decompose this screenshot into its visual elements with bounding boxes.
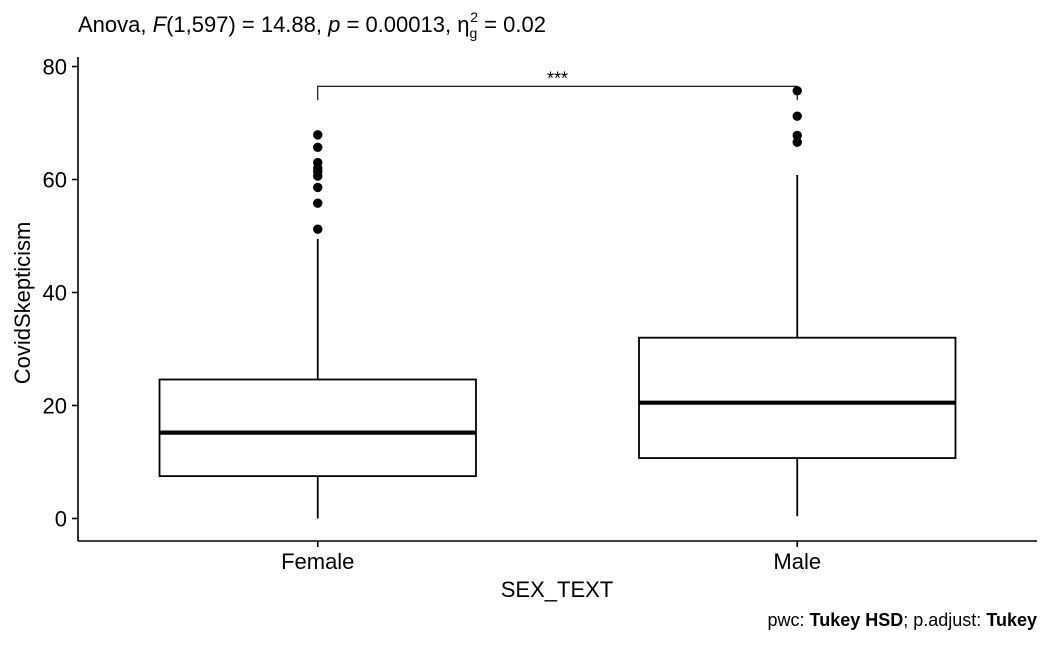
caption-pwc-label: pwc: [767, 610, 810, 630]
box-female [158, 130, 477, 519]
box-male [638, 86, 957, 517]
y-axis-ticks: 0 20 40 60 80 Female Male [43, 55, 822, 575]
comparison-bracket: *** [317, 68, 798, 101]
caption-adjust-method: Tukey [986, 610, 1037, 630]
y-tick-label: 20 [43, 394, 67, 419]
x-axis-title: SEX_TEXT [501, 577, 613, 602]
outlier-point [313, 142, 323, 152]
title-p-value: = 0.00013, [340, 12, 458, 37]
x-tick-label: Female [281, 549, 354, 574]
outlier-point [313, 130, 323, 140]
y-tick-label: 40 [43, 281, 67, 306]
y-tick-label: 80 [43, 55, 67, 80]
significance-label: *** [547, 68, 568, 88]
caption-pwc-method: Tukey HSD [809, 610, 904, 630]
y-tick-label: 0 [55, 507, 67, 532]
title-eta: η [457, 12, 470, 37]
title-f-symbol: F [152, 12, 167, 37]
outlier-point [792, 111, 802, 121]
box-iqr [158, 378, 477, 478]
title-eta-sup: 2 [470, 9, 479, 25]
outlier-point [313, 224, 323, 234]
outlier-point [792, 130, 802, 141]
outlier-point [792, 137, 802, 147]
outlier-point [313, 198, 323, 208]
title-eta-value: = 0.02 [478, 12, 546, 37]
caption: pwc: Tukey HSD; p.adjust: Tukey [768, 610, 1037, 631]
boxes [158, 86, 957, 519]
title-f-args: (1,597) = 14.88, [166, 12, 329, 37]
title-prefix: Anova, [78, 12, 153, 37]
box-iqr [638, 336, 957, 459]
outlier-point [313, 182, 323, 193]
title-p-symbol: p [328, 12, 341, 37]
outlier-point [313, 157, 323, 168]
plot-title: Anova, F(1,597) = 14.88, p = 0.00013, ηg… [78, 9, 546, 41]
y-tick-label: 60 [43, 168, 67, 193]
caption-sep: ; p.adjust: [903, 610, 987, 630]
bracket-line [317, 85, 798, 101]
title-eta-sub: g [469, 25, 478, 41]
x-tick-label: Male [773, 549, 821, 574]
y-axis-title: CovidSkepticism [10, 222, 35, 385]
